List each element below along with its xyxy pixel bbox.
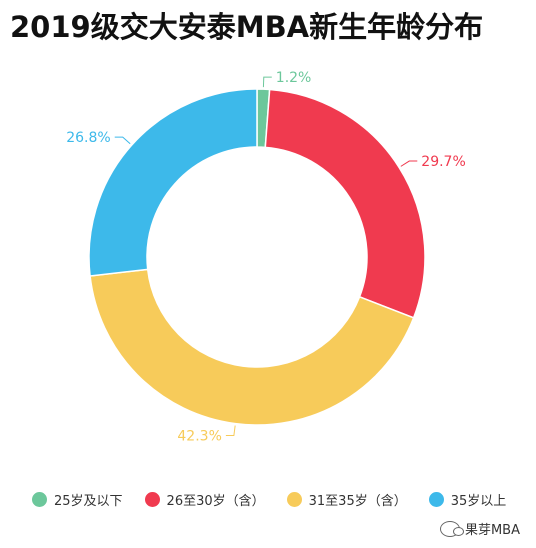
- legend-item-age-25-and-under: 25岁及以下: [32, 490, 123, 509]
- wechat-icon: [439, 520, 464, 537]
- legend-label-age-over-35: 35岁以上: [450, 494, 507, 509]
- data-label-age-over-35: 26.8%: [66, 130, 110, 146]
- legend-label-age-25-and-under: 25岁及以下: [54, 494, 123, 509]
- data-label-age-25-and-under: 1.2%: [276, 70, 312, 86]
- slice-age-over-35: [88, 88, 258, 277]
- data-label-age-31-35: 42.3%: [177, 429, 221, 445]
- legend-item-age-over-35: 35岁以上: [428, 490, 507, 509]
- legend-swatch-age-26-30: [144, 492, 160, 507]
- leader-line-age-26-30: [400, 160, 418, 167]
- watermark: 果芽MBA: [439, 519, 520, 538]
- leader-line-age-25-and-under: [262, 76, 272, 88]
- leader-line-age-over-35: [114, 136, 131, 145]
- legend: 25岁及以下 26至30岁（含） 31至35岁（含） 35岁以上: [32, 490, 528, 509]
- legend-label-age-31-35: 31至35岁（含）: [308, 494, 407, 509]
- watermark-text: 果芽MBA: [464, 523, 520, 538]
- slice-age-26-30: [264, 88, 426, 319]
- legend-item-age-26-30: 26至30岁（含）: [144, 490, 265, 509]
- legend-swatch-age-over-35: [428, 492, 444, 507]
- data-label-age-26-30: 29.7%: [421, 154, 465, 170]
- chart-title: 2019级交大安泰MBA新生年龄分布: [10, 10, 484, 44]
- slice-age-31-35: [89, 268, 415, 426]
- legend-label-age-26-30: 26至30岁（含）: [166, 494, 265, 509]
- legend-swatch-age-31-35: [286, 492, 302, 507]
- legend-item-age-31-35: 31至35岁（含）: [286, 490, 407, 509]
- leader-line-age-31-35: [225, 425, 236, 437]
- legend-swatch-age-25-and-under: [32, 492, 47, 507]
